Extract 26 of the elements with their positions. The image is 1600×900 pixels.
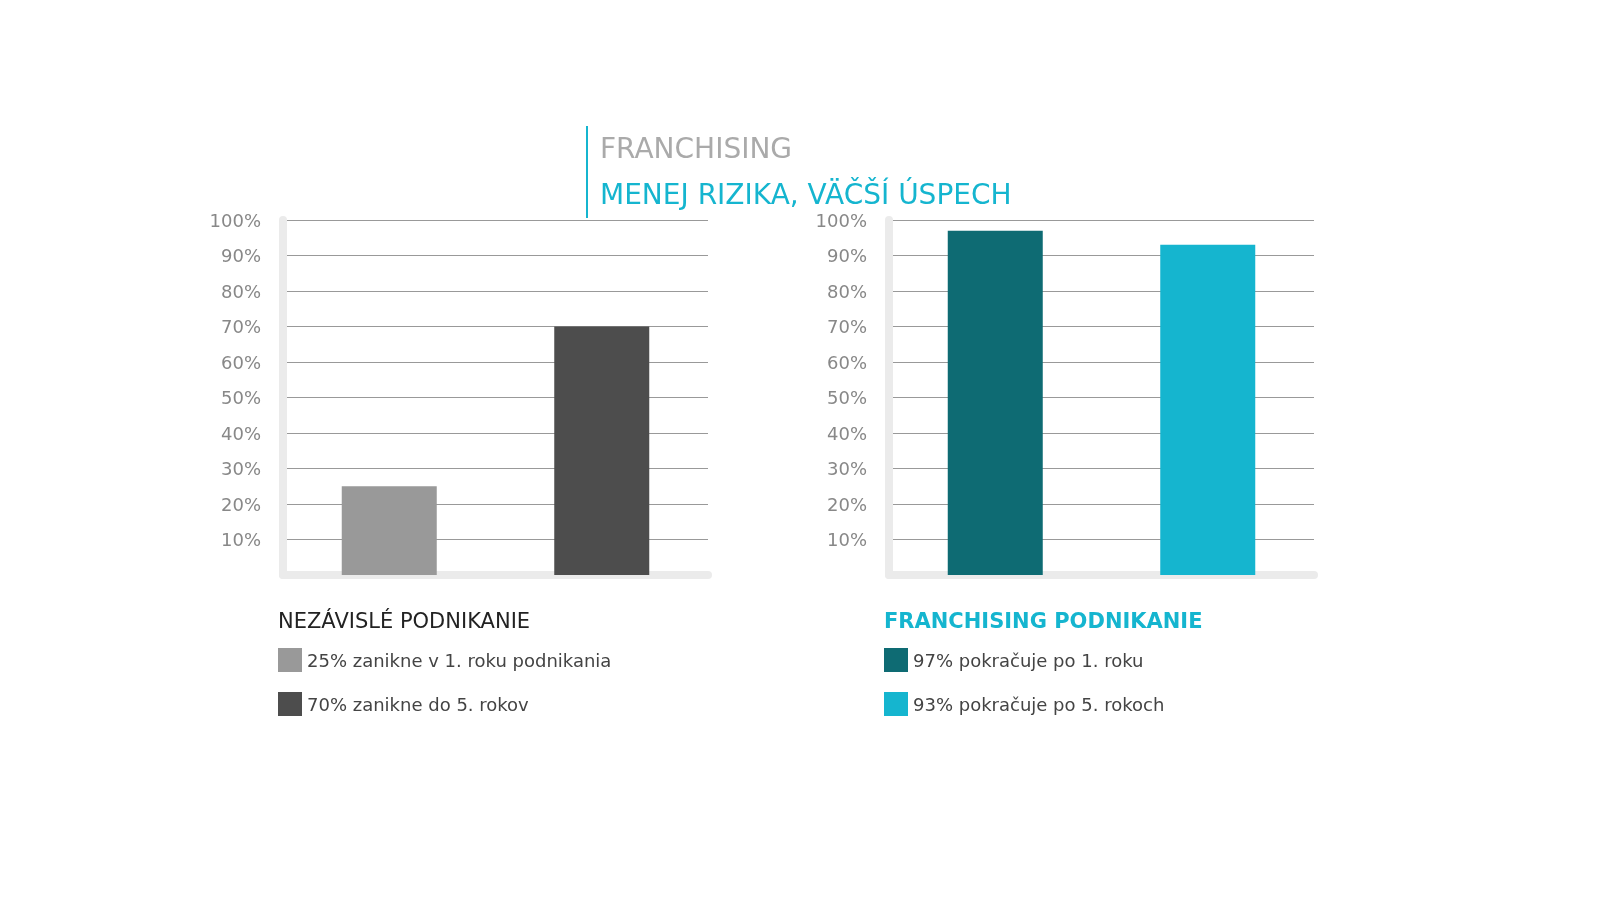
y-tick-label: 60% — [220, 351, 261, 373]
legend-label: 97% pokračuje po 1. roku — [913, 649, 1144, 671]
y-tick-label: 80% — [826, 280, 867, 302]
legend-title: FRANCHISING PODNIKANIE — [884, 608, 1203, 633]
y-tick-label: 90% — [220, 245, 261, 266]
y-tick-label: 10% — [826, 529, 867, 550]
y-tick-label: 20% — [220, 493, 261, 515]
y-tick-label: 100% — [209, 209, 261, 231]
y-tick-label: 30% — [220, 458, 261, 479]
y-tick-label: 70% — [220, 316, 261, 337]
legend-label: 25% zanikne v 1. roku podnikania — [307, 649, 612, 671]
y-tick-label: 70% — [826, 316, 867, 337]
y-tick-label: 80% — [220, 280, 261, 302]
legend-label: 93% pokračuje po 5. rokoch — [913, 693, 1165, 715]
y-tick-label: 50% — [826, 387, 867, 408]
y-tick-label: 30% — [826, 458, 867, 479]
y-tick-label: 60% — [826, 351, 867, 373]
y-tick-label: 10% — [220, 529, 261, 550]
legend-title: NEZÁVISLÉ PODNIKANIE — [278, 607, 531, 633]
y-tick-label: 20% — [826, 493, 867, 515]
y-tick-label: 40% — [220, 422, 261, 444]
chart-title: FRANCHISING — [599, 131, 794, 167]
y-tick-label: 40% — [826, 422, 867, 444]
y-tick-label: 90% — [826, 245, 867, 266]
y-tick-label: 50% — [220, 387, 261, 408]
legend-label: 70% zanikne do 5. rokov — [307, 693, 530, 715]
